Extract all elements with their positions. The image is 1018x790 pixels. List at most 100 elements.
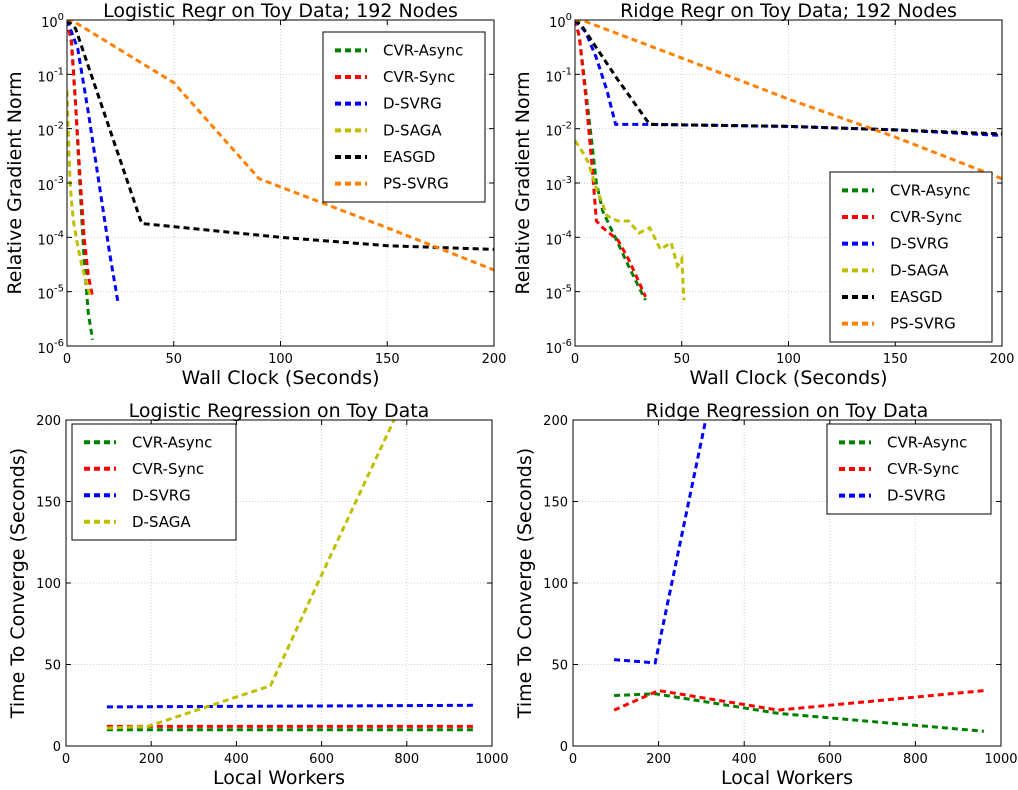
chart1-legend: CVR-Async CVR-Sync D-SVRG D-SAGA EASGD PS-SVR… <box>322 31 486 203</box>
chart2-xtick-label-3: 150 <box>883 352 908 367</box>
chart2-ytick-label-4: 10-2 <box>545 121 572 140</box>
chart2-ytick-label-5: 10-1 <box>545 66 572 85</box>
chart4-xtick-label-2: 400 <box>732 752 757 767</box>
chart4-series-cvr-async <box>614 692 985 733</box>
chart3-title: Logistic Regression on Toy Data <box>129 400 430 422</box>
chart1-ytick-label-6: 100 <box>41 12 64 31</box>
chart4-xtick-label-4: 800 <box>903 752 928 767</box>
chart1-xlabel: Wall Clock (Seconds) <box>181 367 379 389</box>
chart3-ytick-label-0: 0 <box>53 740 61 755</box>
chart4-ytick-label-1: 50 <box>551 659 568 674</box>
chart2-xlabel: Wall Clock (Seconds) <box>689 367 887 389</box>
chart1-legend-label-cvr-sync: CVR-Sync <box>383 68 455 86</box>
chart3-xtick-label-2: 400 <box>224 752 249 767</box>
chart2-xtick-label-1: 50 <box>673 352 690 367</box>
chart1-ytick-label-2: 10-4 <box>37 229 64 248</box>
chart3-ytick-label-4: 200 <box>36 414 61 429</box>
chart1-series-d-svrg <box>67 20 120 304</box>
chart3-series-d-saga <box>106 420 396 730</box>
chart1-xtick-label-0: 0 <box>63 352 71 367</box>
chart4-legend-label-cvr-async: CVR-Async <box>887 433 967 451</box>
chart3-series-d-svrg <box>106 703 476 709</box>
chart2-ytick-label-0: 10-6 <box>545 338 572 357</box>
chart1-series <box>67 20 494 341</box>
chart2-series-cvr-sync <box>575 20 647 298</box>
chart2-legend-label-cvr-async: CVR-Async <box>890 181 970 199</box>
chart3-legend: CVR-Async CVR-Sync D-SVRG D-SAGA <box>71 423 237 541</box>
chart4-xtick-label-5: 1000 <box>984 752 1017 767</box>
chart3-ytick-label-2: 100 <box>36 577 61 592</box>
chart1-legend-label-easgd: EASGD <box>383 148 435 166</box>
chart1-series-cvr-sync <box>67 20 95 298</box>
chart1: 0 50 100 150 200 10-6 10-5 10-4 10-3 10-2 10-1 100 L… <box>4 0 506 389</box>
chart4-legend-label-d-svrg: D-SVRG <box>887 487 946 505</box>
chart1-ytick-label-5: 10-1 <box>37 66 64 85</box>
chart1-legend-label-d-svrg: D-SVRG <box>383 95 442 113</box>
chart2-xtick-label-2: 100 <box>776 352 801 367</box>
chart2-ytick-label-2: 10-4 <box>545 229 572 248</box>
chart3-legend-label-d-svrg: D-SVRG <box>132 486 191 504</box>
chart2-ytick-label-6: 100 <box>549 12 572 31</box>
chart4-series-cvr-sync <box>613 689 985 712</box>
chart1-ytick-label-0: 10-6 <box>37 338 64 357</box>
chart2-series-easgd <box>575 20 1002 136</box>
chart3-series <box>106 420 476 732</box>
chart2-legend-label-d-svrg: D-SVRG <box>890 235 949 253</box>
chart1-ytick-label-3: 10-3 <box>37 175 64 194</box>
chart1-legend-label-cvr-async: CVR-Async <box>383 41 463 59</box>
chart1-legend-label-d-saga: D-SAGA <box>383 121 442 139</box>
chart3-legend-label-cvr-sync: CVR-Sync <box>132 460 204 478</box>
chart4-ytick-label-4: 200 <box>543 414 568 429</box>
chart3-xtick-label-0: 0 <box>62 752 70 767</box>
chart2-ylabel: Relative Gradient Norm <box>512 71 534 294</box>
chart3-legend-label-cvr-async: CVR-Async <box>132 433 212 451</box>
chart3-legend-label-d-saga: D-SAGA <box>132 513 191 531</box>
chart1-xtick-label-2: 100 <box>268 352 293 367</box>
chart1-ylabel: Relative Gradient Norm <box>4 71 26 294</box>
chart4-xtick-label-3: 600 <box>817 752 842 767</box>
chart2-series-d-svrg <box>575 20 1002 137</box>
chart2-series-d-saga <box>575 139 686 301</box>
chart2-xtick-label-4: 200 <box>990 352 1015 367</box>
chart1-xtick-label-1: 50 <box>165 352 182 367</box>
chart1-ytick-label-4: 10-2 <box>37 121 64 140</box>
chart1-legend-box <box>322 31 486 203</box>
chart2-legend-label-d-saga: D-SAGA <box>890 261 949 279</box>
chart4-xlabel: Local Workers <box>721 767 853 789</box>
chart4-series-d-svrg <box>613 420 708 665</box>
chart4-ytick-label-0: 0 <box>560 740 568 755</box>
chart2-xtick-label-0: 0 <box>571 352 579 367</box>
chart3-ylabel: Time To Converge (Seconds) <box>7 448 29 719</box>
chart3-xtick-label-1: 200 <box>139 752 164 767</box>
chart4-xtick-label-1: 200 <box>646 752 671 767</box>
chart4-xtick-label-0: 0 <box>569 752 577 767</box>
chart1-series-easgd <box>67 20 494 251</box>
chart2: 0 50 100 150 200 10-6 10-5 10-4 10-3 10-2 10-1 100 R… <box>512 0 1014 389</box>
chart2-ytick-label-3: 10-3 <box>545 175 572 194</box>
chart4: 0 200 400 600 800 1000 0 50 100 150 200 Ridge Regre… <box>514 400 1018 789</box>
chart3-xtick-label-5: 1000 <box>475 752 508 767</box>
chart1-title: Logistic Regr on Toy Data; 192 Nodes <box>103 0 458 22</box>
chart1-xtick-label-3: 150 <box>375 352 400 367</box>
chart1-ytick-label-1: 10-5 <box>37 284 64 303</box>
chart4-ylabel: Time To Converge (Seconds) <box>514 448 536 719</box>
chart3-xtick-label-3: 600 <box>309 752 334 767</box>
chart3-xtick-label-4: 800 <box>394 752 419 767</box>
chart2-legend: CVR-Async CVR-Sync D-SVRG D-SAGA EASGD PS-SVR… <box>829 171 993 343</box>
chart4-title: Ridge Regression on Toy Data <box>646 400 929 422</box>
chart2-series-ps-svrg <box>575 20 1002 181</box>
chart4-legend: CVR-Async CVR-Sync D-SVRG <box>826 423 992 515</box>
chart2-ytick-label-1: 10-5 <box>545 284 572 303</box>
chart2-title: Ridge Regr on Toy Data; 192 Nodes <box>620 0 957 22</box>
chart1-xtick-label-4: 200 <box>482 352 507 367</box>
chart1-legend-label-ps-svrg: PS-SVRG <box>383 175 449 193</box>
chart2-legend-label-cvr-sync: CVR-Sync <box>890 208 962 226</box>
chart1-series-d-saga <box>67 90 92 298</box>
chart3-ytick-label-1: 50 <box>44 659 61 674</box>
chart3: 0 200 400 600 800 1000 0 50 100 150 200 Logistic Re… <box>7 400 509 789</box>
chart2-legend-label-ps-svrg: PS-SVRG <box>890 315 956 333</box>
chart2-legend-box <box>829 171 993 343</box>
chart3-ytick-label-3: 150 <box>36 496 61 511</box>
chart3-xlabel: Local Workers <box>213 767 345 789</box>
